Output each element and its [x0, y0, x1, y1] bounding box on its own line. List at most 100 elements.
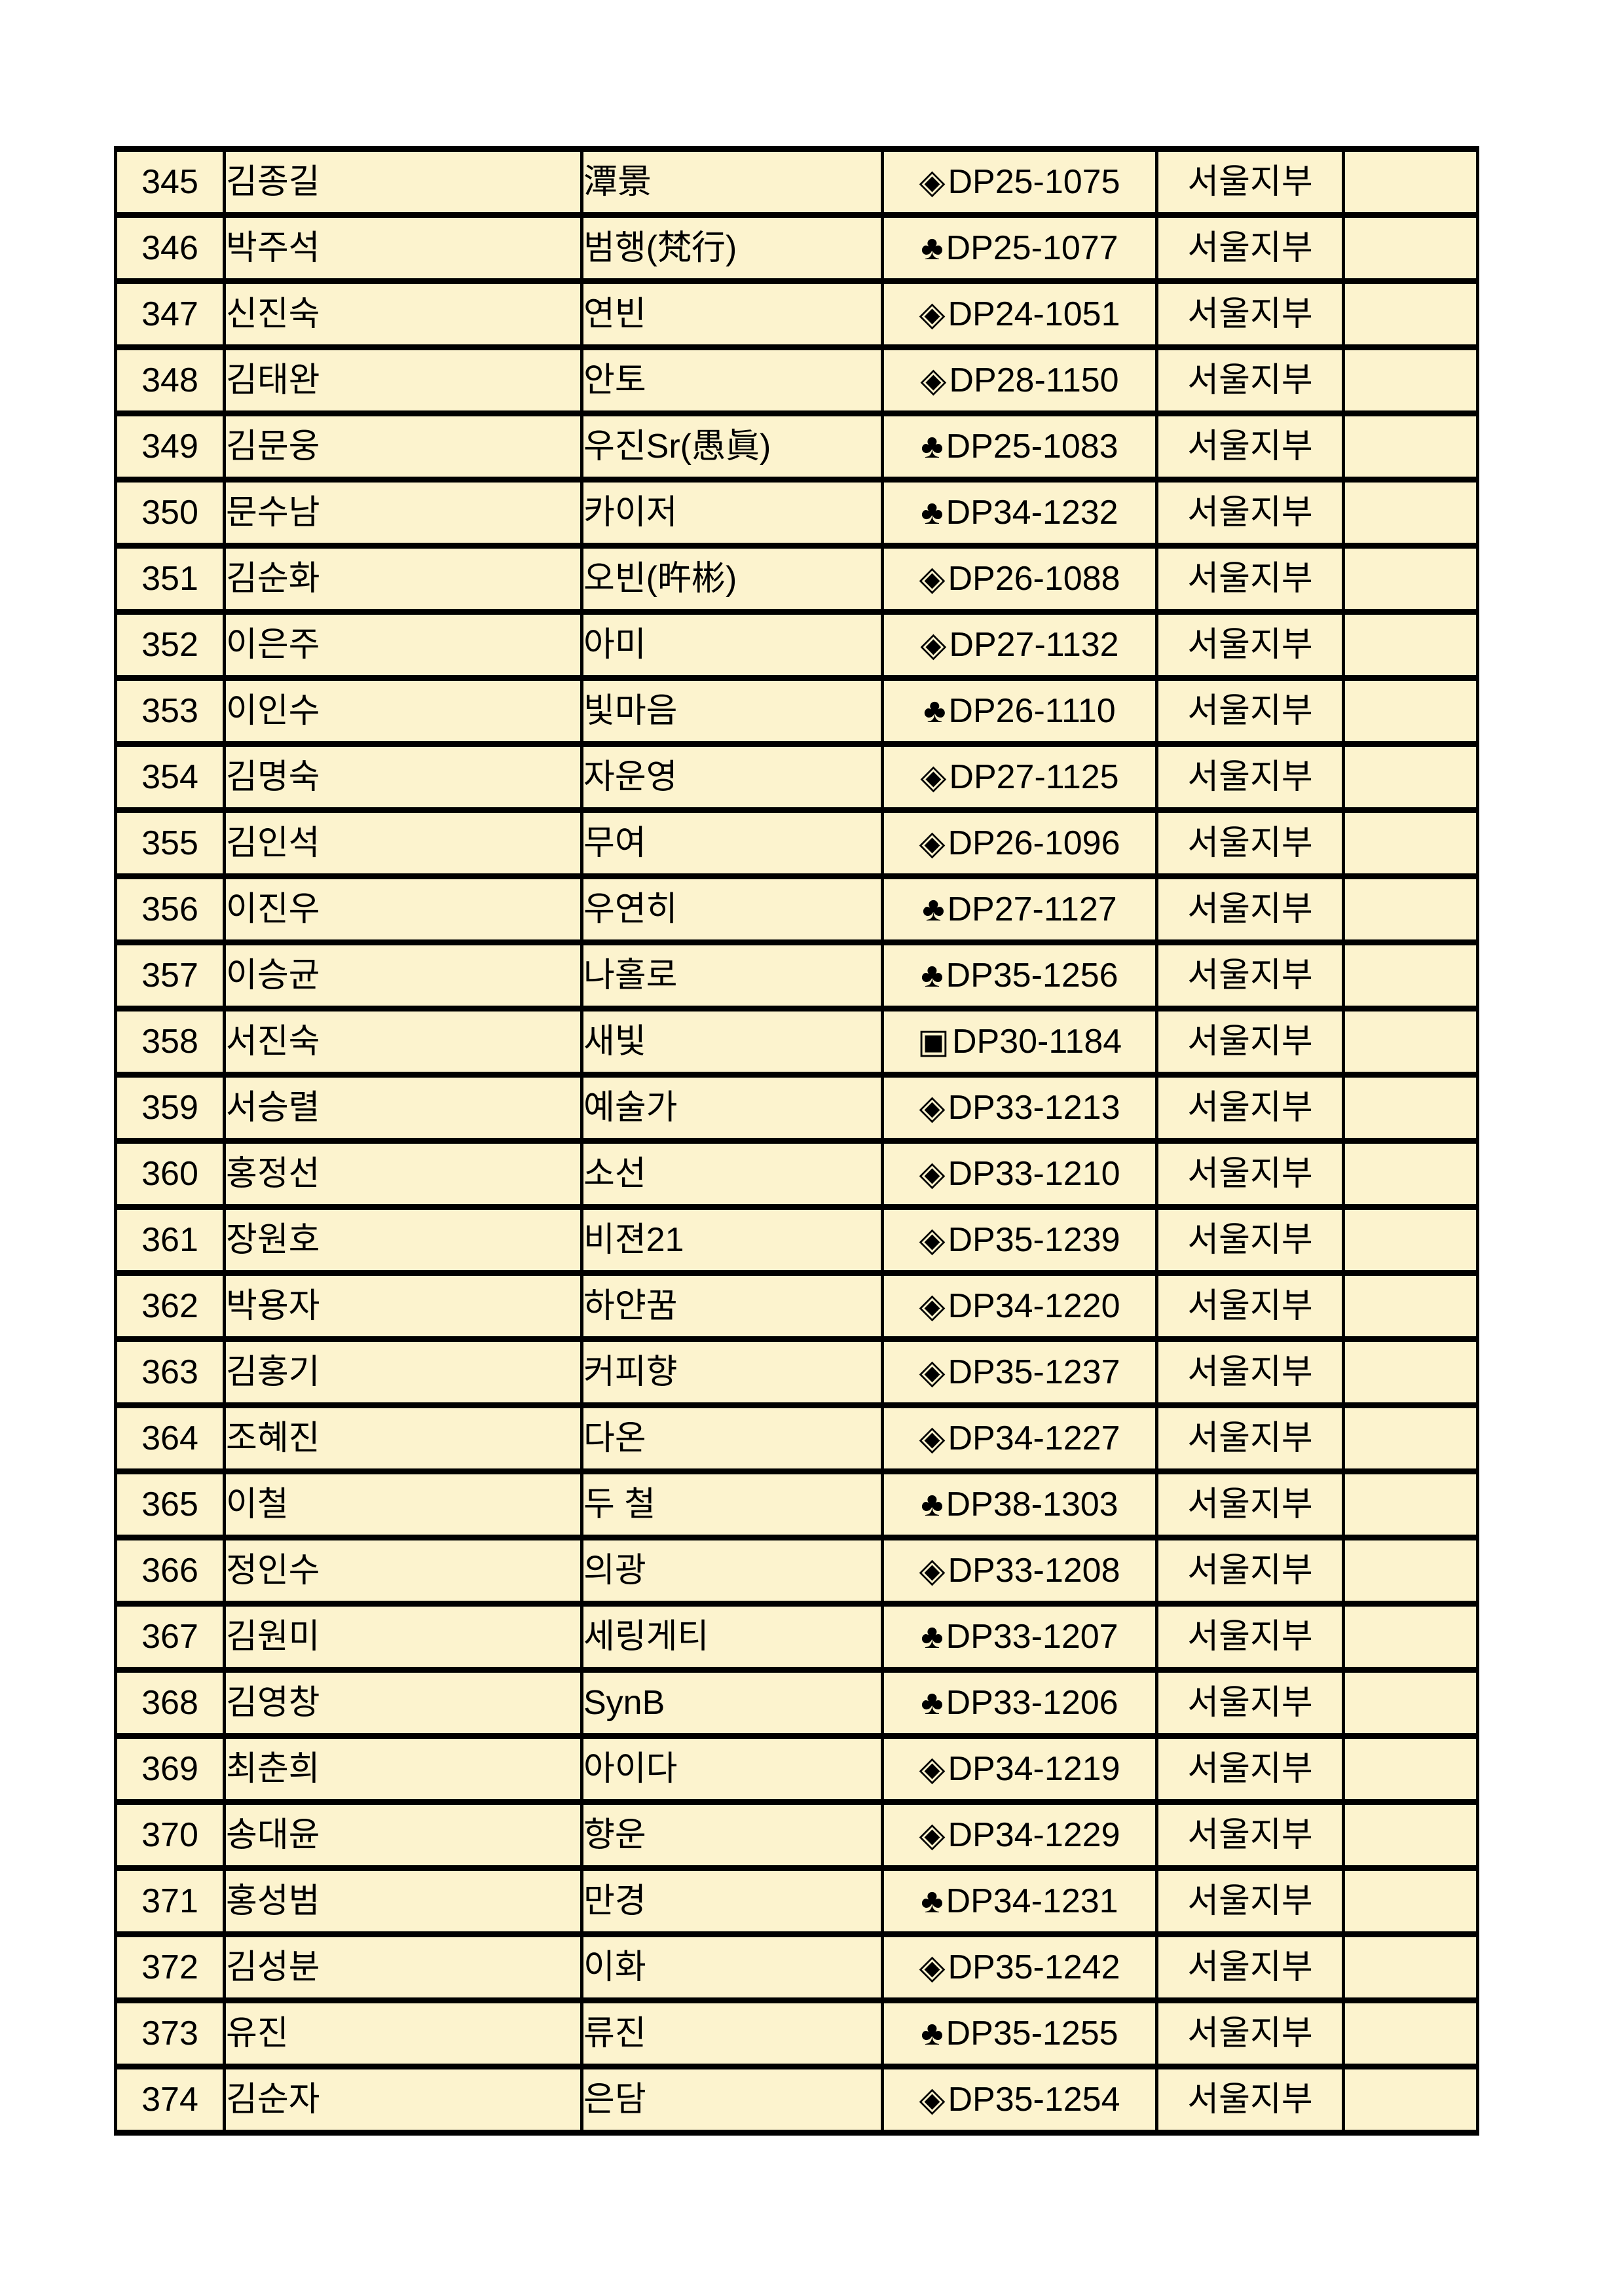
- pen-name-cell: 이화: [580, 1931, 884, 2003]
- membership-roster-table: 345 김종길 潭景 ◈DP25-1075 서울지부 346 박주석 범행(梵行…: [114, 146, 1479, 2136]
- branch-cell: 서울지부: [1155, 543, 1345, 615]
- branch-cell: 서울지부: [1155, 1865, 1345, 1937]
- pen-name-cell: 커피향: [580, 1336, 884, 1408]
- table-row: 361 장원호 비젼21 ◈DP35-1239 서울지부: [114, 1204, 1479, 1276]
- member-code-cell: ♣DP27-1127: [881, 873, 1158, 945]
- member-code: DP34-1229: [948, 1816, 1120, 1854]
- pen-name-cell: 예술가: [580, 1072, 884, 1144]
- member-code-cell: ◈DP26-1096: [881, 807, 1158, 879]
- member-name-cell: 이은주: [223, 609, 583, 681]
- row-number-cell: 359: [114, 1072, 226, 1144]
- member-code-cell: ◈DP27-1125: [881, 741, 1158, 813]
- member-code-cell: ◈DP34-1220: [881, 1270, 1158, 1342]
- grade-symbol-icon: ♣: [921, 1485, 944, 1523]
- member-code: DP34-1220: [948, 1287, 1120, 1325]
- empty-cell: [1342, 146, 1479, 218]
- grade-symbol-icon: ◈: [919, 1948, 946, 1986]
- empty-cell: [1342, 2064, 1479, 2136]
- empty-cell: [1342, 1204, 1479, 1276]
- pen-name-cell: 비젼21: [580, 1204, 884, 1276]
- empty-cell: [1342, 212, 1479, 284]
- table-row: 362 박용자 하얀꿈 ◈DP34-1220 서울지부: [114, 1270, 1479, 1342]
- member-code: DP35-1242: [948, 1948, 1120, 1986]
- grade-symbol-icon: ◈: [919, 1089, 946, 1127]
- grade-symbol-icon: ◈: [919, 1155, 946, 1193]
- member-code-cell: ◈DP35-1242: [881, 1931, 1158, 2003]
- row-number-cell: 345: [114, 146, 226, 218]
- grade-symbol-icon: ◈: [919, 1552, 946, 1590]
- member-code-cell: ♣DP34-1231: [881, 1865, 1158, 1937]
- table-row: 372 김성분 이화 ◈DP35-1242 서울지부: [114, 1931, 1479, 2003]
- table-row: 366 정인수 의광 ◈DP33-1208 서울지부: [114, 1535, 1479, 1607]
- member-name-cell: 김종길: [223, 146, 583, 218]
- branch-cell: 서울지부: [1155, 344, 1345, 416]
- grade-symbol-icon: ◈: [919, 1287, 946, 1325]
- grade-symbol-icon: ♣: [921, 1684, 944, 1722]
- member-name-cell: 박용자: [223, 1270, 583, 1342]
- row-number-cell: 371: [114, 1865, 226, 1937]
- empty-cell: [1342, 741, 1479, 813]
- member-code-cell: ♣DP26-1110: [881, 675, 1158, 747]
- member-name-cell: 김원미: [223, 1601, 583, 1673]
- member-code: DP33-1206: [946, 1684, 1118, 1722]
- member-code-cell: ◈DP34-1227: [881, 1402, 1158, 1474]
- row-number-cell: 365: [114, 1468, 226, 1540]
- row-number-cell: 367: [114, 1601, 226, 1673]
- member-code-cell: ◈DP25-1075: [881, 146, 1158, 218]
- member-code-cell: ◈DP33-1210: [881, 1138, 1158, 1210]
- table-row: 350 문수남 카이저 ♣DP34-1232 서울지부: [114, 477, 1479, 549]
- row-number-cell: 363: [114, 1336, 226, 1408]
- grade-symbol-icon: ♣: [922, 890, 945, 928]
- branch-cell: 서울지부: [1155, 609, 1345, 681]
- empty-cell: [1342, 675, 1479, 747]
- pen-name-cell: 아이다: [580, 1733, 884, 1805]
- member-code-cell: ◈DP26-1088: [881, 543, 1158, 615]
- member-code-cell: ♣DP35-1255: [881, 1997, 1158, 2069]
- member-name-cell: 문수남: [223, 477, 583, 549]
- branch-cell: 서울지부: [1155, 807, 1345, 879]
- member-code: DP27-1132: [949, 626, 1119, 664]
- row-number-cell: 355: [114, 807, 226, 879]
- row-number-cell: 348: [114, 344, 226, 416]
- member-code-cell: ◈DP24-1051: [881, 278, 1158, 350]
- table-row: 345 김종길 潭景 ◈DP25-1075 서울지부: [114, 146, 1479, 218]
- grade-symbol-icon: ♣: [921, 229, 944, 267]
- table-row: 354 김명숙 자운영 ◈DP27-1125 서울지부: [114, 741, 1479, 813]
- row-number-cell: 352: [114, 609, 226, 681]
- empty-cell: [1342, 1468, 1479, 1540]
- empty-cell: [1342, 1072, 1479, 1144]
- pen-name-cell: 아미: [580, 609, 884, 681]
- member-code: DP34-1227: [948, 1419, 1120, 1457]
- pen-name-cell: 안토: [580, 344, 884, 416]
- member-name-cell: 송대윤: [223, 1799, 583, 1871]
- empty-cell: [1342, 1865, 1479, 1937]
- member-code-cell: ◈DP34-1219: [881, 1733, 1158, 1805]
- member-code-cell: ▣DP30-1184: [881, 1006, 1158, 1078]
- empty-cell: [1342, 1535, 1479, 1607]
- empty-cell: [1342, 1667, 1479, 1739]
- branch-cell: 서울지부: [1155, 873, 1345, 945]
- table-row: 357 이승균 나홀로 ♣DP35-1256 서울지부: [114, 939, 1479, 1011]
- branch-cell: 서울지부: [1155, 1535, 1345, 1607]
- pen-name-cell: 오빈(旿彬): [580, 543, 884, 615]
- member-code-cell: ◈DP33-1208: [881, 1535, 1158, 1607]
- row-number-cell: 362: [114, 1270, 226, 1342]
- member-code-cell: ◈DP33-1213: [881, 1072, 1158, 1144]
- member-code: DP25-1075: [948, 163, 1120, 201]
- pen-name-cell: 카이저: [580, 477, 884, 549]
- member-name-cell: 이진우: [223, 873, 583, 945]
- member-code-cell: ♣DP25-1083: [881, 410, 1158, 483]
- row-number-cell: 364: [114, 1402, 226, 1474]
- pen-name-cell: SynB: [580, 1667, 884, 1739]
- member-name-cell: 유진: [223, 1997, 583, 2069]
- roster-body: 345 김종길 潭景 ◈DP25-1075 서울지부 346 박주석 범행(梵行…: [114, 146, 1479, 2136]
- branch-cell: 서울지부: [1155, 212, 1345, 284]
- row-number-cell: 373: [114, 1997, 226, 2069]
- empty-cell: [1342, 1270, 1479, 1342]
- branch-cell: 서울지부: [1155, 1204, 1345, 1276]
- empty-cell: [1342, 1733, 1479, 1805]
- empty-cell: [1342, 1799, 1479, 1871]
- member-name-cell: 김태완: [223, 344, 583, 416]
- branch-cell: 서울지부: [1155, 1072, 1345, 1144]
- pen-name-cell: 潭景: [580, 146, 884, 218]
